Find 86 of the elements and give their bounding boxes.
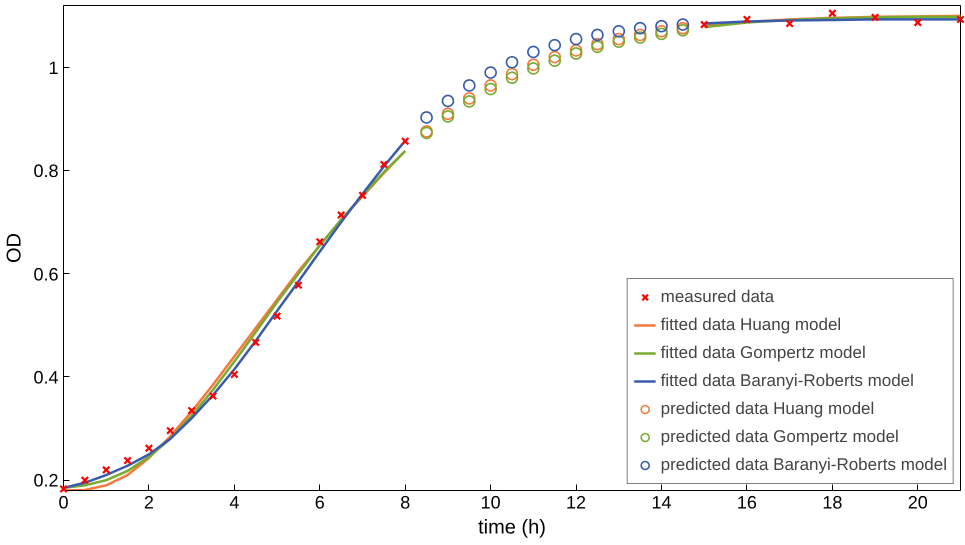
point bbox=[785, 19, 794, 28]
legend-label: measured data bbox=[660, 286, 774, 308]
legend-label: fitted data Gompertz model bbox=[660, 342, 866, 364]
point bbox=[484, 66, 497, 79]
point bbox=[527, 58, 540, 72]
y-tick-label: 1 bbox=[48, 58, 59, 78]
point bbox=[591, 40, 604, 54]
x-tick-label: 10 bbox=[480, 492, 501, 512]
point bbox=[102, 466, 110, 474]
point bbox=[506, 56, 518, 69]
point bbox=[700, 20, 708, 29]
point bbox=[462, 79, 476, 92]
point bbox=[956, 15, 965, 24]
point bbox=[442, 94, 454, 108]
point bbox=[506, 71, 518, 84]
point bbox=[166, 426, 175, 435]
legend-label: predicted data Baranyi-Roberts model bbox=[660, 454, 947, 476]
x-tick-label: 0 bbox=[58, 492, 69, 512]
point bbox=[570, 44, 582, 57]
point bbox=[230, 370, 239, 379]
point bbox=[655, 25, 668, 38]
point bbox=[442, 110, 454, 123]
point bbox=[612, 32, 626, 46]
y-tick-label: 0.2 bbox=[33, 470, 59, 491]
point bbox=[548, 50, 562, 64]
point bbox=[612, 35, 626, 48]
x-tick-label: 18 bbox=[822, 492, 842, 512]
x-tick-label: 4 bbox=[229, 492, 240, 512]
legend-label: predicted data Gompertz model bbox=[660, 426, 899, 448]
y-tick-label: 0.8 bbox=[33, 161, 59, 182]
point bbox=[358, 191, 367, 200]
point bbox=[462, 95, 476, 108]
y-tick-label: 0.6 bbox=[33, 264, 59, 284]
point bbox=[634, 28, 646, 42]
x-tick-label: 2 bbox=[144, 492, 154, 512]
point bbox=[420, 111, 433, 124]
point bbox=[570, 47, 582, 60]
x-tick-label: 12 bbox=[566, 492, 586, 512]
x-tick-label: 14 bbox=[651, 492, 672, 512]
point bbox=[655, 20, 668, 32]
point bbox=[59, 484, 68, 494]
y-axis-title: OD bbox=[3, 233, 26, 263]
point bbox=[634, 22, 646, 34]
point bbox=[634, 31, 646, 44]
point bbox=[251, 338, 260, 347]
point bbox=[676, 24, 690, 37]
x-tick-label: 6 bbox=[314, 492, 325, 512]
point bbox=[316, 238, 324, 246]
y-tick-label: 0.4 bbox=[33, 367, 59, 388]
point bbox=[294, 280, 303, 290]
point bbox=[870, 13, 880, 22]
legend-label: fitted data Baranyi-Roberts model bbox=[660, 370, 914, 392]
point bbox=[548, 54, 562, 67]
point bbox=[591, 38, 604, 50]
point bbox=[527, 46, 540, 58]
point bbox=[612, 25, 626, 38]
point bbox=[336, 210, 346, 220]
point bbox=[80, 476, 90, 484]
point bbox=[506, 68, 518, 80]
point bbox=[380, 160, 388, 169]
x-tick-label: 16 bbox=[736, 492, 757, 512]
point bbox=[914, 18, 922, 27]
point bbox=[187, 406, 196, 415]
point bbox=[272, 312, 282, 320]
point bbox=[400, 136, 410, 146]
x-tick-label: 20 bbox=[908, 492, 928, 512]
point bbox=[591, 28, 604, 42]
point bbox=[527, 62, 540, 75]
point bbox=[828, 8, 837, 18]
point bbox=[442, 108, 454, 120]
point bbox=[570, 32, 582, 46]
x-axis-title: time (h) bbox=[478, 516, 546, 538]
point bbox=[742, 15, 752, 24]
point bbox=[655, 28, 668, 40]
x-tick-label: 8 bbox=[400, 492, 410, 512]
point bbox=[484, 82, 497, 96]
point bbox=[548, 38, 562, 52]
point bbox=[462, 92, 476, 105]
point bbox=[484, 79, 497, 92]
point bbox=[676, 18, 690, 31]
point bbox=[208, 392, 218, 400]
point bbox=[123, 456, 132, 465]
legend-label: predicted data Huang model bbox=[660, 398, 874, 420]
legend-label: fitted data Huang model bbox=[660, 314, 842, 336]
point bbox=[144, 444, 154, 452]
point bbox=[676, 22, 690, 34]
